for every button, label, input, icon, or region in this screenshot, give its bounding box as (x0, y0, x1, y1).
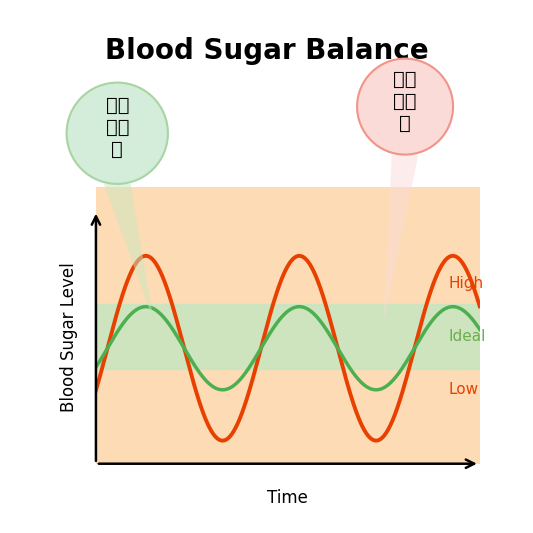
Text: Low: Low (449, 382, 479, 397)
Text: 🥦🥕
🍎🍌
🥔: 🥦🥕 🍎🍌 🥔 (106, 96, 129, 159)
Text: Time: Time (268, 489, 308, 507)
Text: Blood Sugar Level: Blood Sugar Level (60, 262, 78, 412)
Text: High: High (449, 276, 484, 291)
Text: 🥤🍟
🍔🌭
🍩: 🥤🍟 🍔🌭 🍩 (393, 70, 417, 133)
Text: Ideal: Ideal (449, 329, 487, 344)
Bar (96, 304, 480, 369)
Text: Blood Sugar Balance: Blood Sugar Balance (104, 37, 429, 66)
